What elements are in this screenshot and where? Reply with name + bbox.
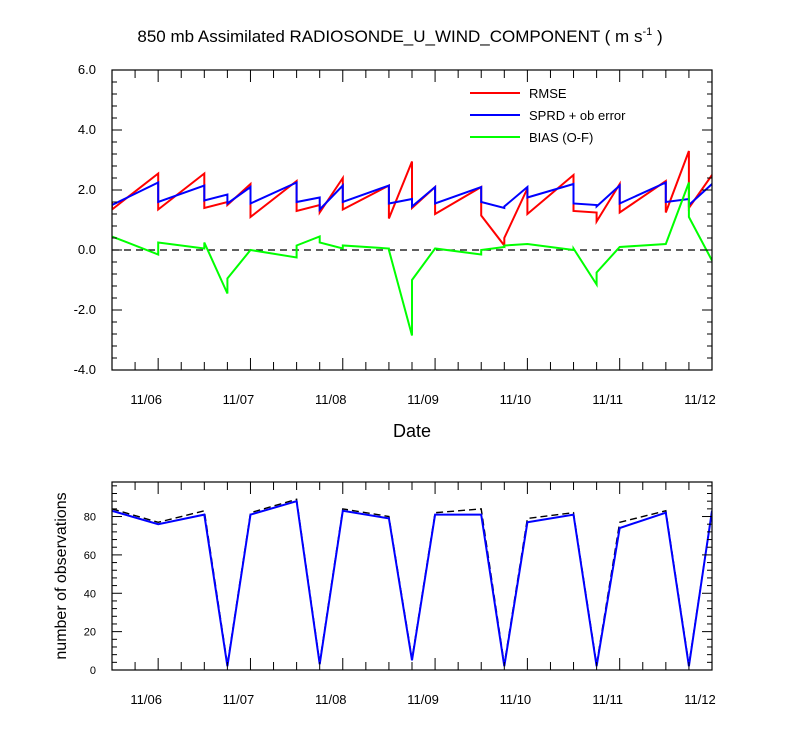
y-tick-label: 6.0 bbox=[78, 62, 96, 77]
series-line-used bbox=[112, 499, 712, 667]
chart-title-sup: -1 bbox=[642, 26, 652, 38]
y-tick-label: 80 bbox=[84, 512, 96, 524]
y-tick-label: 40 bbox=[84, 588, 96, 600]
x-tick-label: 11/07 bbox=[223, 392, 255, 407]
top-x-axis-label: Date bbox=[393, 421, 431, 441]
legend-label: BIAS (O-F) bbox=[529, 130, 593, 145]
x-tick-label: 11/09 bbox=[407, 692, 439, 707]
x-tick-label: 11/09 bbox=[407, 392, 439, 407]
y-tick-label: 60 bbox=[84, 550, 96, 562]
chart-title-end: ) bbox=[652, 27, 662, 46]
x-tick-label: 11/06 bbox=[130, 692, 162, 707]
bottom-y-axis-label: number of observations bbox=[53, 492, 70, 659]
y-tick-label: 20 bbox=[84, 627, 96, 639]
y-tick-label: 0 bbox=[90, 665, 96, 677]
series-line-sprd-ob-error bbox=[112, 180, 712, 212]
x-tick-label: 11/06 bbox=[130, 392, 162, 407]
series-line-possible bbox=[112, 498, 712, 665]
top-ticks-group: -4.0 -2.0 0.0 2.0 4.0 6.0 11/06 11/07 11/08 11/09… bbox=[74, 62, 716, 407]
y-tick-label: 4.0 bbox=[78, 122, 96, 137]
top-chart: -4.0 -2.0 0.0 2.0 4.0 6.0 11/06 11/07 11/08 11/09… bbox=[74, 62, 716, 441]
bottom-series-group bbox=[112, 498, 712, 667]
series-line-bias-o-f- bbox=[112, 182, 712, 336]
x-tick-label: 11/07 bbox=[223, 692, 255, 707]
top-legend: RMSE SPRD + ob error BIAS (O-F) bbox=[470, 86, 626, 145]
legend-label: SPRD + ob error bbox=[529, 108, 626, 123]
x-tick-label: 11/08 bbox=[315, 392, 347, 407]
chart-title-main: 850 mb Assimilated RADIOSONDE_U_WIND_COM… bbox=[137, 27, 642, 46]
x-tick-label: 11/11 bbox=[592, 392, 623, 407]
x-tick-label: 11/08 bbox=[315, 692, 347, 707]
y-tick-label: -2.0 bbox=[74, 302, 96, 317]
legend-label: RMSE bbox=[529, 86, 567, 101]
x-tick-label: 11/10 bbox=[500, 692, 532, 707]
x-tick-label: 11/12 bbox=[684, 692, 716, 707]
bottom-chart: 0 20 40 60 80 11/06 11/07 11/08 11/09 11/10 11/11 1… bbox=[53, 481, 716, 707]
x-tick-label: 11/10 bbox=[500, 392, 532, 407]
y-tick-label: 2.0 bbox=[78, 182, 96, 197]
y-tick-label: 0.0 bbox=[78, 242, 96, 257]
bottom-ticks-group: 0 20 40 60 80 11/06 11/07 11/08 11/09 11/10 11/11 1… bbox=[84, 482, 716, 707]
x-tick-label: 11/12 bbox=[684, 392, 716, 407]
top-series-group bbox=[112, 150, 712, 336]
x-tick-label: 11/11 bbox=[592, 692, 623, 707]
bottom-plot-frame bbox=[111, 481, 713, 671]
chart-title: 850 mb Assimilated RADIOSONDE_U_WIND_COM… bbox=[137, 26, 662, 46]
y-tick-label: -4.0 bbox=[74, 362, 96, 377]
